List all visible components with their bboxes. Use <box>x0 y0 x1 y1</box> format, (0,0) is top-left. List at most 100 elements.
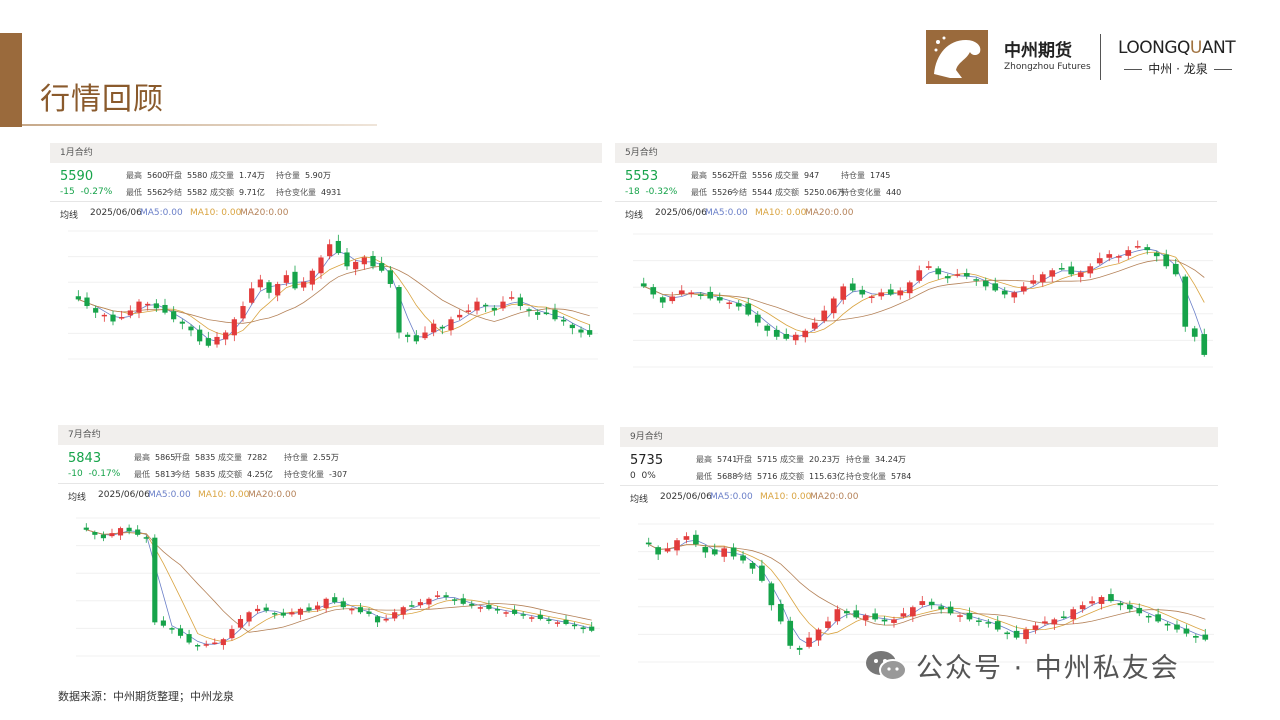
candle-body <box>126 527 132 532</box>
candle-body <box>1068 266 1075 275</box>
candle-body <box>1193 635 1199 638</box>
candle-body <box>512 609 518 614</box>
candle-body <box>309 270 315 285</box>
candle-body <box>353 261 359 270</box>
candle-body <box>783 333 790 339</box>
candle-body <box>1004 632 1011 635</box>
candle-body <box>963 273 970 277</box>
candle-body <box>830 298 837 314</box>
candle-body <box>910 607 916 617</box>
candle-body <box>1153 252 1160 257</box>
candle-body <box>806 637 812 647</box>
candle-body <box>1023 629 1029 640</box>
candle-body <box>297 608 304 615</box>
candle-body <box>1164 623 1171 626</box>
candle-body <box>1106 254 1113 258</box>
candle-body <box>543 312 549 315</box>
candle-body <box>726 302 733 305</box>
contract-title: 7月合约 <box>58 425 604 445</box>
contract-title: 1月合约 <box>50 143 602 163</box>
candle-body <box>878 292 885 297</box>
ma20-line <box>78 265 590 324</box>
candle-body <box>721 548 728 557</box>
ma20-value: MA20:0.00 <box>805 208 854 218</box>
candle-body <box>119 317 125 319</box>
candle-body <box>434 595 441 597</box>
quote-field: 持仓变化量 -307 <box>284 470 348 479</box>
candle-body <box>645 542 652 545</box>
title-accent-bar <box>0 33 22 127</box>
wechat-icon <box>866 650 907 681</box>
candle-body <box>349 608 355 611</box>
candle-body <box>1117 603 1124 606</box>
candle-body <box>1183 628 1190 634</box>
candle-body <box>792 334 799 341</box>
candle-body <box>431 323 437 333</box>
candle-body <box>84 297 90 307</box>
candle-body <box>160 620 166 626</box>
candle-body <box>745 303 752 315</box>
logo-cn-name: 中州期货 <box>1004 41 1072 61</box>
candle-body <box>768 583 775 606</box>
candle-body <box>469 603 475 606</box>
candle-body <box>413 335 419 342</box>
candle-body <box>500 301 506 309</box>
quote-field: 成交量 947 <box>775 171 820 180</box>
candle-body <box>357 607 363 613</box>
candle-body <box>840 286 847 300</box>
quote-field: 持仓量 2.55万 <box>284 453 339 462</box>
loongquant-wordmark: LOONGQUANT <box>1118 38 1236 58</box>
candle-body <box>985 622 992 624</box>
candle-body <box>237 618 244 628</box>
quote-field: 最低 5562 <box>126 188 168 197</box>
last-price: 5590 <box>60 169 94 184</box>
candle-body <box>1202 634 1209 640</box>
candle-body <box>1163 254 1170 267</box>
candle-body <box>405 334 411 337</box>
quote-field: 开盘 5556 <box>731 171 773 180</box>
candle-body <box>143 537 149 539</box>
candle-body <box>117 528 124 536</box>
candle-body <box>811 322 818 329</box>
candle-body <box>853 610 860 618</box>
candle-body <box>580 627 586 630</box>
candle-body <box>669 296 676 302</box>
candle-body <box>674 540 680 551</box>
candle-body <box>266 282 272 293</box>
last-price: 5735 <box>630 453 664 468</box>
quote-field: 开盘 5835 <box>174 453 216 462</box>
candle-body <box>152 537 158 623</box>
candle-body <box>188 326 194 331</box>
candle-body <box>127 310 133 316</box>
ma5-value: MA5:0.00 <box>140 208 183 218</box>
candle-body <box>246 612 252 622</box>
quote-field: 最高 5600 <box>126 171 168 180</box>
quote-field: 最高 5741 <box>696 455 738 464</box>
logo-divider <box>1100 34 1101 80</box>
contract-panel: 1月合约 5590 -15 -0.27% 最高 5600 开盘 5580 成交量 1.74万 持仓… <box>50 143 602 224</box>
candle-body <box>205 338 211 346</box>
ma10-line <box>78 256 590 336</box>
candle-body <box>486 604 492 609</box>
candle-body <box>109 533 115 537</box>
candle-body <box>1013 630 1020 638</box>
ma10-value: MA10: 0.00 <box>755 208 807 218</box>
quote-field: 最高 5562 <box>691 171 733 180</box>
candlestick-chart <box>638 523 1214 663</box>
candle-body <box>379 263 385 271</box>
candle-body <box>759 565 765 581</box>
candle-body <box>280 612 286 616</box>
candle-body <box>640 283 647 287</box>
candle-body <box>976 620 982 622</box>
candle-body <box>1115 256 1122 258</box>
candle-body <box>849 283 856 291</box>
candle-body <box>197 329 203 342</box>
candle-body <box>702 546 709 553</box>
candle-body <box>1089 601 1095 604</box>
candle-body <box>891 619 897 623</box>
candle-body <box>366 611 372 614</box>
candle-body <box>1201 334 1208 355</box>
candle-body <box>916 270 923 281</box>
candle-body <box>578 329 584 333</box>
candle-body <box>203 644 209 646</box>
